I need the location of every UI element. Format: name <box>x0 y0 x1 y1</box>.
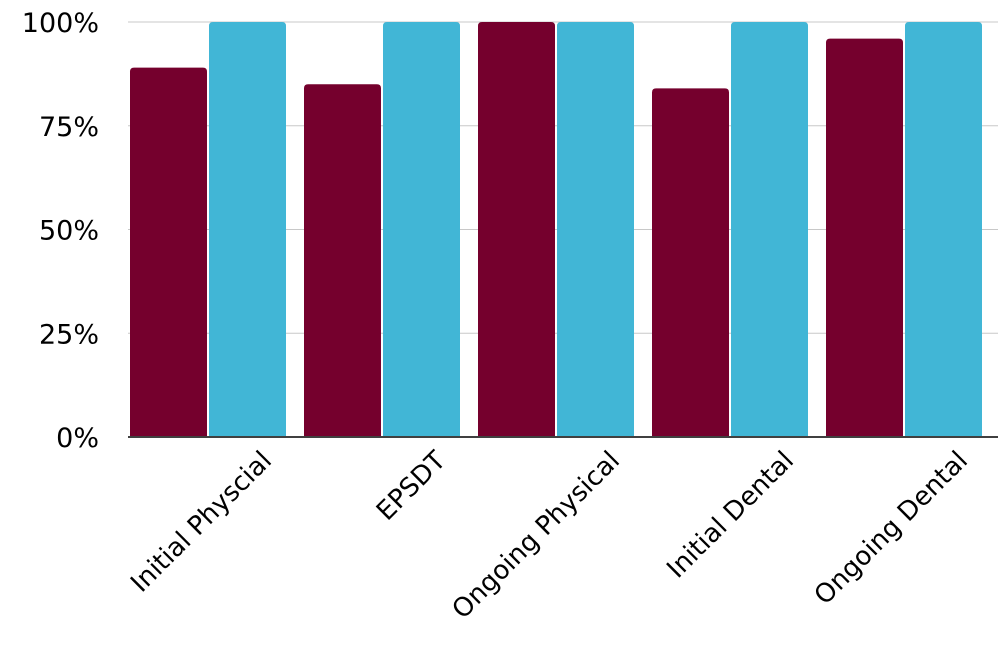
y-tick-label: 100% <box>22 8 99 39</box>
bar-series-2 <box>905 22 982 437</box>
bar-series-2 <box>383 22 460 437</box>
bar-series-1 <box>130 68 207 437</box>
y-tick-label: 25% <box>39 319 99 350</box>
bar-series-2 <box>557 22 634 437</box>
x-category-label: Initial Physcial <box>125 446 278 599</box>
bar-series-1 <box>478 22 555 437</box>
x-category-label: EPSDT <box>371 446 452 527</box>
bar-series-2 <box>731 22 808 437</box>
y-tick-label: 0% <box>56 423 99 454</box>
x-category-label: Ongoing Dental <box>809 446 974 611</box>
y-axis-tick-labels: 0% 25% 50% 75% 100% <box>22 8 99 454</box>
bar-series-1 <box>826 39 903 437</box>
bar-series-1 <box>652 88 729 437</box>
y-tick-label: 50% <box>39 216 99 247</box>
x-category-label: Ongoing Physical <box>447 446 626 625</box>
y-tick-label: 75% <box>39 112 99 143</box>
bar-series-1 <box>304 84 381 437</box>
x-category-label: Initial Dental <box>661 446 800 585</box>
bar-series-2 <box>209 22 286 437</box>
